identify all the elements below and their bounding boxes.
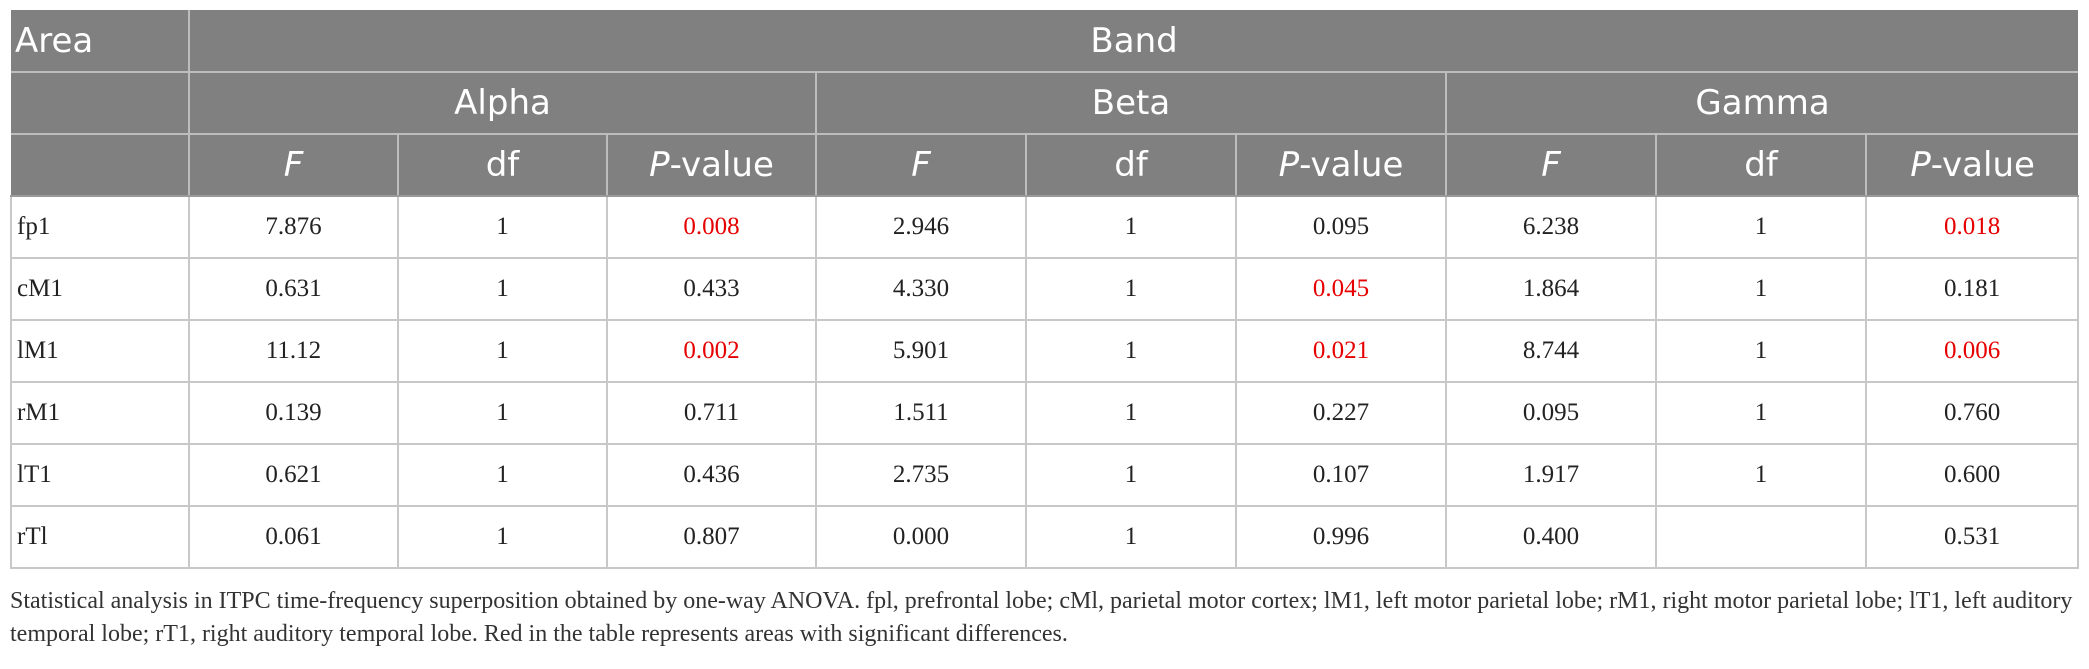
gamma-df-cell: 1 <box>1656 444 1867 507</box>
beta-f-cell: 0.000 <box>816 506 1027 569</box>
alpha-f-cell: 0.139 <box>189 382 399 445</box>
p-letter: P <box>1278 145 1300 185</box>
p-letter: P <box>1910 145 1931 185</box>
gamma-p-value-cell: 0.531 <box>1866 506 2080 569</box>
area-cell: lT1 <box>10 444 190 507</box>
gamma-p-value-cell: 0.600 <box>1866 444 2080 507</box>
alpha-p-value-cell: 0.008 <box>607 196 817 259</box>
alpha-p-value-cell: 0.436 <box>607 444 817 507</box>
gamma-p-value-cell: 0.760 <box>1866 382 2080 445</box>
alpha-f-cell: 11.12 <box>189 320 399 383</box>
alpha-f-cell: 7.876 <box>189 196 399 259</box>
gamma-df-cell: 1 <box>1656 258 1867 321</box>
alpha-f-cell: 0.621 <box>189 444 399 507</box>
area-header: Area <box>11 10 190 73</box>
gamma-f-cell: 1.864 <box>1446 258 1657 321</box>
f-header: F <box>1446 134 1657 197</box>
gamma-header: Gamma <box>1446 72 2079 135</box>
alpha-df-cell: 1 <box>398 320 608 383</box>
header-row-2: Alpha Beta Gamma <box>11 72 2079 135</box>
alpha-header: Alpha <box>189 72 817 135</box>
beta-f-cell: 2.735 <box>816 444 1027 507</box>
header-row-3: F df P-value F df P-value F df P-value <box>11 134 2079 197</box>
beta-df-cell: 1 <box>1026 320 1237 383</box>
beta-df-cell: 1 <box>1026 196 1237 259</box>
anova-table: Area Band Alpha Beta Gamma F df P-value … <box>10 10 2080 569</box>
gamma-p-value-cell: 0.181 <box>1866 258 2080 321</box>
gamma-f-cell: 0.400 <box>1446 506 1657 569</box>
area-cell: fp1 <box>10 196 190 259</box>
alpha-df-cell: 1 <box>398 382 608 445</box>
table-header: Area Band Alpha Beta Gamma F df P-value … <box>11 10 2079 197</box>
blank-header-cell <box>11 134 190 197</box>
gamma-f-cell: 1.917 <box>1446 444 1657 507</box>
alpha-f-cell: 0.061 <box>189 506 399 569</box>
alpha-df-cell: 1 <box>398 444 608 507</box>
beta-f-cell: 4.330 <box>816 258 1027 321</box>
p-suffix: -value <box>669 145 774 185</box>
table-row: lM1 11.12 1 0.002 5.901 1 0.021 8.744 1 0.006 <box>10 320 2080 383</box>
beta-df-cell: 1 <box>1026 382 1237 445</box>
area-cell: rM1 <box>10 382 190 445</box>
table-row: cM1 0.631 1 0.433 4.330 1 0.045 1.864 1 0.181 <box>10 258 2080 321</box>
alpha-p-value-cell: 0.711 <box>607 382 817 445</box>
beta-f-cell: 2.946 <box>816 196 1027 259</box>
gamma-f-cell: 8.744 <box>1446 320 1657 383</box>
alpha-p-value-cell: 0.807 <box>607 506 817 569</box>
table-row: fp1 7.876 1 0.008 2.946 1 0.095 6.238 1 0.018 <box>10 196 2080 259</box>
beta-p-value-cell: 0.095 <box>1236 196 1447 259</box>
df-header: df <box>398 134 608 197</box>
p-value-header: P-value <box>1866 134 2079 197</box>
gamma-p-value-cell: 0.018 <box>1866 196 2080 259</box>
alpha-df-cell: 1 <box>398 196 608 259</box>
band-header: Band <box>189 10 2079 73</box>
beta-f-cell: 5.901 <box>816 320 1027 383</box>
f-header: F <box>816 134 1027 197</box>
header-row-1: Area Band <box>11 10 2079 73</box>
gamma-df-cell: 1 <box>1656 320 1867 383</box>
gamma-df-cell <box>1656 506 1867 569</box>
anova-table-container: Area Band Alpha Beta Gamma F df P-value … <box>10 10 2080 569</box>
alpha-df-cell: 1 <box>398 506 608 569</box>
beta-p-value-cell: 0.107 <box>1236 444 1447 507</box>
alpha-p-value-cell: 0.002 <box>607 320 817 383</box>
p-suffix: -value <box>1930 145 2035 185</box>
beta-p-value-cell: 0.996 <box>1236 506 1447 569</box>
alpha-f-cell: 0.631 <box>189 258 399 321</box>
beta-p-value-cell: 0.045 <box>1236 258 1447 321</box>
table-row: lT1 0.621 1 0.436 2.735 1 0.107 1.917 1 0.600 <box>10 444 2080 507</box>
beta-p-value-cell: 0.021 <box>1236 320 1447 383</box>
p-value-header: P-value <box>1236 134 1447 197</box>
beta-p-value-cell: 0.227 <box>1236 382 1447 445</box>
gamma-f-cell: 0.095 <box>1446 382 1657 445</box>
p-value-header: P-value <box>607 134 817 197</box>
beta-df-cell: 1 <box>1026 258 1237 321</box>
beta-df-cell: 1 <box>1026 444 1237 507</box>
gamma-df-cell: 1 <box>1656 382 1867 445</box>
table-body: fp1 7.876 1 0.008 2.946 1 0.095 6.238 1 0.018 cM1 0… <box>10 196 2080 569</box>
p-suffix: -value <box>1299 145 1404 185</box>
alpha-df-cell: 1 <box>398 258 608 321</box>
area-cell: lM1 <box>10 320 190 383</box>
table-row: rM1 0.139 1 0.711 1.511 1 0.227 0.095 1 0.760 <box>10 382 2080 445</box>
beta-df-cell: 1 <box>1026 506 1237 569</box>
df-header: df <box>1656 134 1867 197</box>
gamma-df-cell: 1 <box>1656 196 1867 259</box>
f-header: F <box>189 134 399 197</box>
beta-f-cell: 1.511 <box>816 382 1027 445</box>
area-cell: cM1 <box>10 258 190 321</box>
blank-header-cell <box>11 72 190 135</box>
gamma-p-value-cell: 0.006 <box>1866 320 2080 383</box>
beta-header: Beta <box>816 72 1447 135</box>
p-letter: P <box>649 145 670 185</box>
df-header: df <box>1026 134 1237 197</box>
gamma-f-cell: 6.238 <box>1446 196 1657 259</box>
alpha-p-value-cell: 0.433 <box>607 258 817 321</box>
table-footnote: Statistical analysis in ITPC time-freque… <box>10 588 2073 647</box>
area-cell: rTl <box>10 506 190 569</box>
table-row: rTl 0.061 1 0.807 0.000 1 0.996 0.400 0.531 <box>10 506 2080 569</box>
